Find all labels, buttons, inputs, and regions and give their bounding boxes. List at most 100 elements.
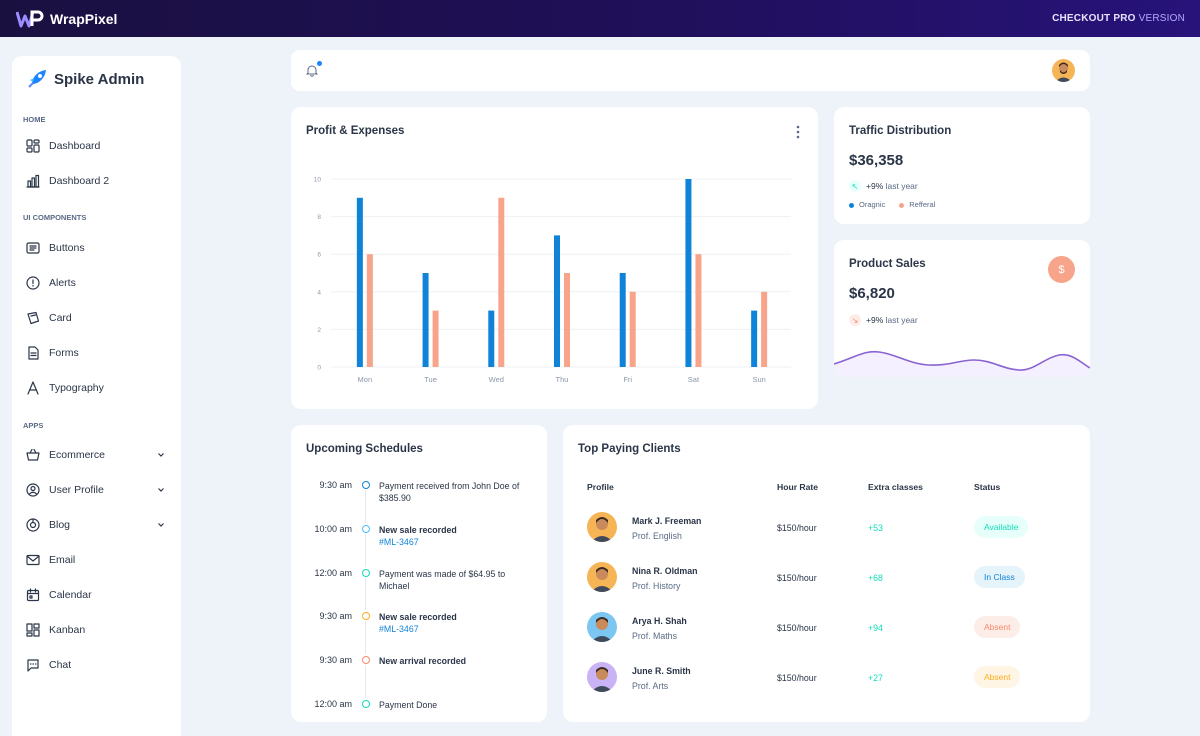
sidebar-item-kanban[interactable]: Kanban [26, 619, 166, 641]
calendar-icon [26, 588, 40, 602]
bar-tue-series-1[interactable] [422, 273, 429, 367]
sales-trend-value: +9% [866, 315, 884, 325]
sidebar-item-dashboard[interactable]: Dashboard [26, 135, 166, 157]
checkout-suffix: VERSION [1135, 13, 1185, 24]
sales-sparkline [834, 350, 1090, 377]
sidebar-item-label: Dashboard 2 [49, 175, 110, 187]
chat-icon [27, 659, 39, 672]
form-icon [28, 346, 39, 360]
chevron-down-icon [158, 488, 164, 492]
sidebar-item-label: Kanban [49, 624, 86, 636]
sidebar-item-alerts[interactable]: Alerts [26, 272, 166, 294]
traffic-trend-suffix: last year [883, 181, 918, 191]
bar-sat-series-2[interactable] [695, 254, 702, 367]
timeline-connector [365, 534, 366, 567]
bell-icon[interactable] [306, 64, 318, 77]
table-row: Nina R. Oldman Prof. History $150/hour +68 I… [563, 562, 1090, 612]
bar-wed-series-1[interactable] [488, 310, 495, 367]
status-badge: Absent [974, 666, 1021, 688]
sidebar-logo[interactable]: Spike Admin [24, 68, 144, 90]
sidebar-item-label: Card [49, 312, 72, 324]
sidebar-item-label: Blog [49, 519, 71, 531]
sidebar-item-label: Forms [49, 347, 79, 359]
sidebar-item-buttons[interactable]: Buttons [26, 237, 166, 259]
avatar-face-icon [591, 517, 613, 542]
profit-card-title: Profit & Expenses [306, 125, 405, 137]
client-avatar [587, 612, 617, 642]
client-avatar [587, 562, 617, 592]
status-badge: Absent [974, 616, 1021, 638]
sales-card-title: Product Sales [849, 258, 926, 270]
wrappixel-logo-icon [16, 10, 44, 27]
alert-icon [26, 276, 40, 290]
blog-icon [26, 518, 40, 532]
checkout-pro-link[interactable]: CHECKOUT PRO VERSION [1052, 13, 1185, 24]
section-label-ui-components: UI COMPONENTS [23, 213, 87, 222]
schedule-time: 9:30 am [319, 480, 352, 490]
sidebar-item-dashboard-2[interactable]: Dashboard 2 [26, 170, 166, 192]
avatar-face-icon [591, 567, 613, 592]
timeline-dot [362, 569, 370, 577]
schedule-link[interactable]: #ML-3467 [379, 537, 419, 547]
client-extra-classes: +27 [868, 673, 883, 683]
bar-fri-series-2[interactable] [629, 291, 636, 367]
traffic-card-title: Traffic Distribution [849, 125, 952, 137]
y-tick-label: 8 [317, 214, 321, 221]
sidebar-item-ecommerce[interactable]: Ecommerce [26, 444, 166, 466]
legend-organic: Oragnic [849, 200, 885, 209]
bar-mon-series-1[interactable] [356, 197, 363, 367]
sidebar: Spike Admin HOME Dashboard Dashboard 2 UI C… [12, 56, 181, 736]
sales-amount: $6,820 [849, 285, 895, 302]
schedule-time: 9:30 am [319, 655, 352, 665]
schedule-text: Payment was made of $64.95 to Michael [379, 569, 506, 591]
bar-thu-series-1[interactable] [554, 235, 560, 367]
sidebar-item-label: Buttons [49, 242, 85, 254]
bar-mon-series-2[interactable] [366, 254, 373, 367]
bar-wed-series-2[interactable] [498, 197, 505, 367]
sidebar-item-chat[interactable]: Chat [26, 654, 166, 676]
x-tick-label: Fri [623, 375, 632, 384]
schedule-text: New sale recorded #ML-3467 [379, 612, 457, 634]
bar-sun-series-1[interactable] [751, 310, 758, 367]
sidebar-item-forms[interactable]: Forms [26, 342, 166, 364]
schedule-time: 12:00 am [314, 699, 352, 709]
more-options-icon[interactable] [796, 125, 800, 139]
sidebar-item-typography[interactable]: Typography [26, 377, 166, 399]
client-extra-classes: +94 [868, 623, 883, 633]
client-hour-rate: $150/hour [777, 673, 817, 683]
bar-tue-series-2[interactable] [432, 310, 439, 367]
y-tick-label: 6 [317, 252, 321, 259]
timeline-connector [365, 621, 366, 654]
sidebar-item-email[interactable]: Email [26, 549, 166, 571]
mail-icon [26, 554, 40, 566]
schedules-card-title: Upcoming Schedules [306, 443, 423, 455]
chevron-down-icon [158, 523, 164, 527]
bar-sun-series-2[interactable] [761, 291, 768, 367]
bar-thu-series-2[interactable] [564, 273, 570, 367]
avatar-face-icon [591, 617, 613, 642]
wrappixel-brand[interactable]: WrapPixel [16, 10, 117, 28]
sidebar-item-card[interactable]: Card [26, 307, 166, 329]
schedule-text: Payment Done [379, 700, 438, 710]
bar-fri-series-1[interactable] [619, 273, 626, 367]
sidebar-item-blog[interactable]: Blog [26, 514, 166, 536]
sidebar-item-user-profile[interactable]: User Profile [26, 479, 166, 501]
rocket-icon [28, 70, 46, 88]
user-avatar[interactable] [1052, 59, 1075, 82]
th-status: Status [974, 482, 1001, 492]
timeline-dot [362, 700, 370, 708]
sidebar-item-label: Calendar [49, 589, 92, 601]
sidebar-item-label: Dashboard [49, 140, 101, 152]
th-hour-rate: Hour Rate [777, 482, 819, 492]
bar-sat-series-1[interactable] [685, 179, 692, 367]
traffic-trend-value: +9% [866, 181, 884, 191]
sidebar-item-label: Ecommerce [49, 449, 106, 461]
chevron-down-icon [158, 453, 164, 457]
kanban-icon [26, 623, 40, 637]
legend-referral: Refferal [899, 200, 935, 209]
schedule-link[interactable]: #ML-3467 [379, 624, 419, 634]
checkout-main: CHECKOUT PRO [1052, 13, 1136, 24]
timeline-dot [362, 656, 370, 664]
x-tick-label: Sat [688, 375, 700, 384]
sidebar-item-calendar[interactable]: Calendar [26, 584, 166, 606]
